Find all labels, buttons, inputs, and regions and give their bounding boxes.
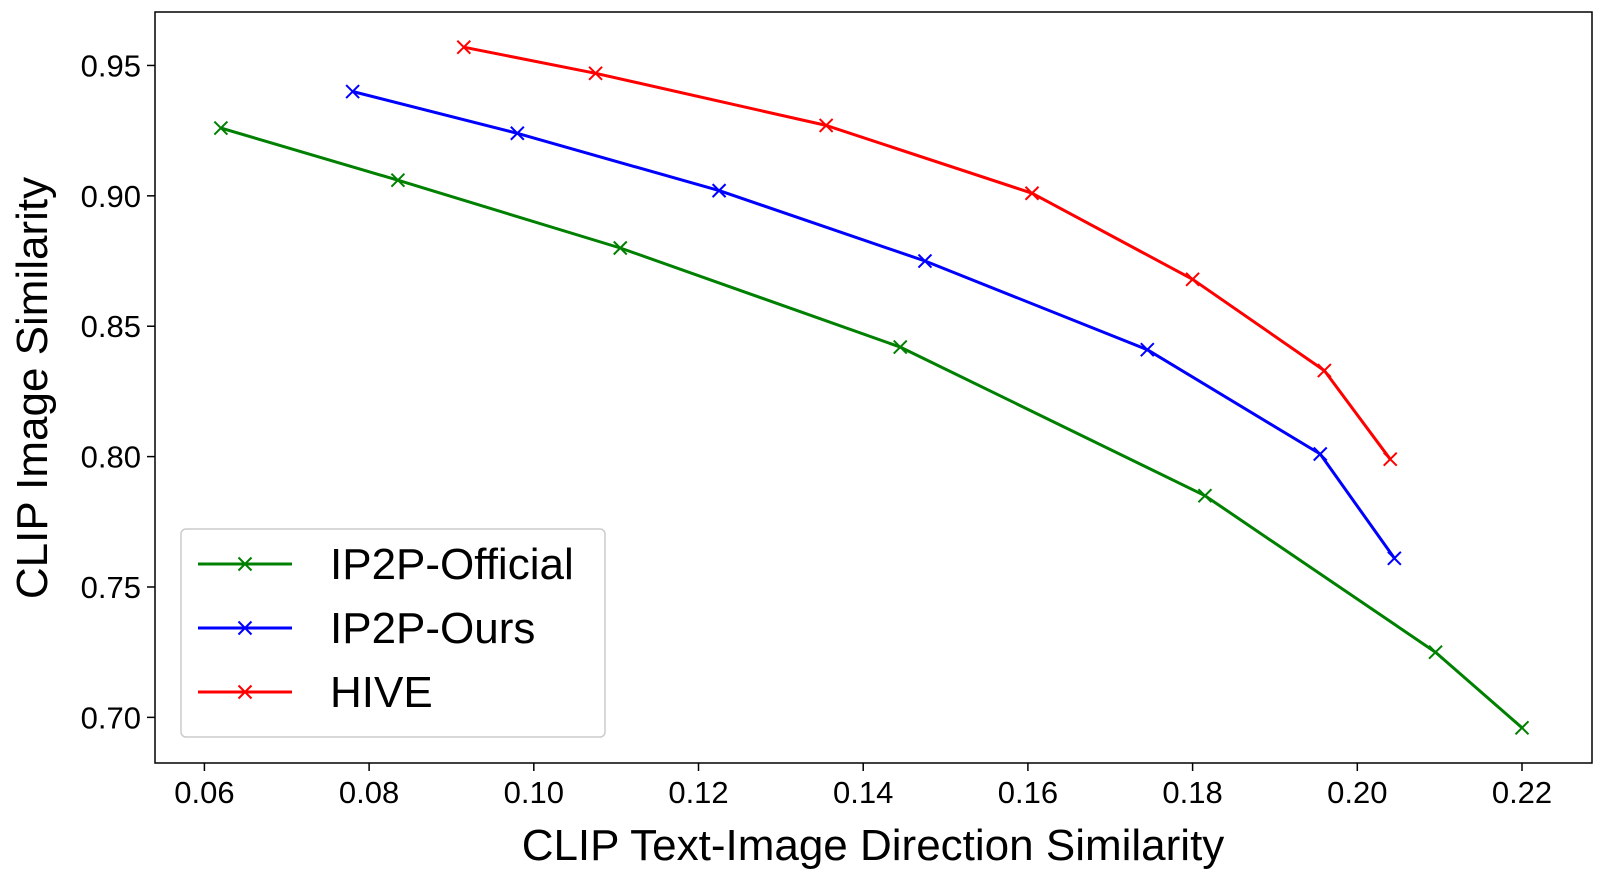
series-line-ip2p-ours	[352, 90, 1396, 560]
y-tick-label: 0.85	[81, 309, 141, 344]
data-point-ip2p-official	[1197, 488, 1213, 503]
series-ip2p-official	[213, 120, 1530, 736]
legend-marker-ip2p-official	[237, 556, 253, 572]
x-tick-label: 0.08	[339, 775, 399, 810]
y-tick-label: 0.75	[81, 570, 141, 605]
y-tick-label: 0.95	[81, 48, 141, 83]
plot-frame	[154, 11, 1593, 764]
data-point-ip2p-official	[1514, 720, 1530, 736]
x-tick-label: 0.10	[504, 775, 564, 810]
data-point-hive	[1185, 272, 1200, 287]
legend-label-hive: HIVE	[330, 668, 433, 717]
series-ip2p-ours	[345, 84, 1402, 566]
y-tick-label: 0.80	[81, 440, 141, 475]
data-point-hive	[456, 39, 472, 55]
x-axis-label: CLIP Text-Image Direction Similarity	[522, 821, 1225, 870]
data-point-hive	[1383, 452, 1398, 467]
data-point-hive	[1024, 186, 1040, 201]
data-point-ip2p-official	[390, 172, 406, 188]
legend-marker-hive	[237, 684, 253, 700]
data-point-ip2p-official	[613, 240, 628, 256]
data-point-ip2p-ours	[1313, 446, 1328, 462]
data-point-hive	[1317, 363, 1332, 378]
x-tick-label: 0.12	[668, 775, 728, 810]
legend-entry-hive: HIVE	[198, 668, 433, 717]
x-tick-label: 0.22	[1492, 775, 1552, 810]
x-tick-label: 0.18	[1162, 775, 1222, 810]
legend-box	[180, 528, 606, 738]
data-point-ip2p-ours	[711, 183, 727, 198]
data-point-ip2p-ours	[917, 253, 933, 269]
y-axis-ticks: 0.70 0.75 0.80 0.85 0.90 0.95	[81, 48, 155, 735]
series-line-hive	[463, 45, 1392, 461]
data-point-hive	[818, 118, 834, 133]
x-tick-label: 0.20	[1327, 775, 1387, 810]
data-point-ip2p-official	[1428, 644, 1443, 660]
data-point-ip2p-ours	[1387, 551, 1402, 566]
series-hive	[456, 39, 1398, 467]
legend-entries: IP2P-Official IP2P-Ours HIVE	[198, 540, 574, 717]
y-tick-label: 0.70	[81, 700, 141, 735]
legend-marker-ip2p-ours	[237, 620, 253, 636]
legend-entry-ip2p-official: IP2P-Official	[198, 540, 574, 589]
x-tick-label: 0.16	[998, 775, 1058, 810]
y-axis-label: CLIP Image Similarity	[8, 177, 57, 599]
x-tick-label: 0.14	[833, 775, 893, 810]
legend-label-ip2p-official: IP2P-Official	[330, 540, 574, 589]
x-tick-label: 0.06	[174, 775, 234, 810]
legend: IP2P-Official IP2P-Ours HIVE	[180, 528, 606, 738]
data-point-ip2p-official	[213, 120, 229, 136]
x-axis-ticks: 0.06 0.08 0.10 0.12 0.14 0.16 0.18 0.20 0.22	[174, 763, 1552, 810]
series-layer	[213, 39, 1530, 736]
data-point-ip2p-official	[893, 339, 908, 355]
legend-label-ip2p-ours: IP2P-Ours	[330, 604, 535, 653]
legend-entry-ip2p-ours: IP2P-Ours	[198, 604, 535, 653]
data-point-hive	[588, 66, 603, 81]
y-tick-label: 0.90	[81, 179, 141, 214]
data-point-ip2p-ours	[1140, 342, 1155, 357]
data-point-ip2p-ours	[345, 84, 360, 99]
data-point-ip2p-ours	[510, 126, 525, 141]
